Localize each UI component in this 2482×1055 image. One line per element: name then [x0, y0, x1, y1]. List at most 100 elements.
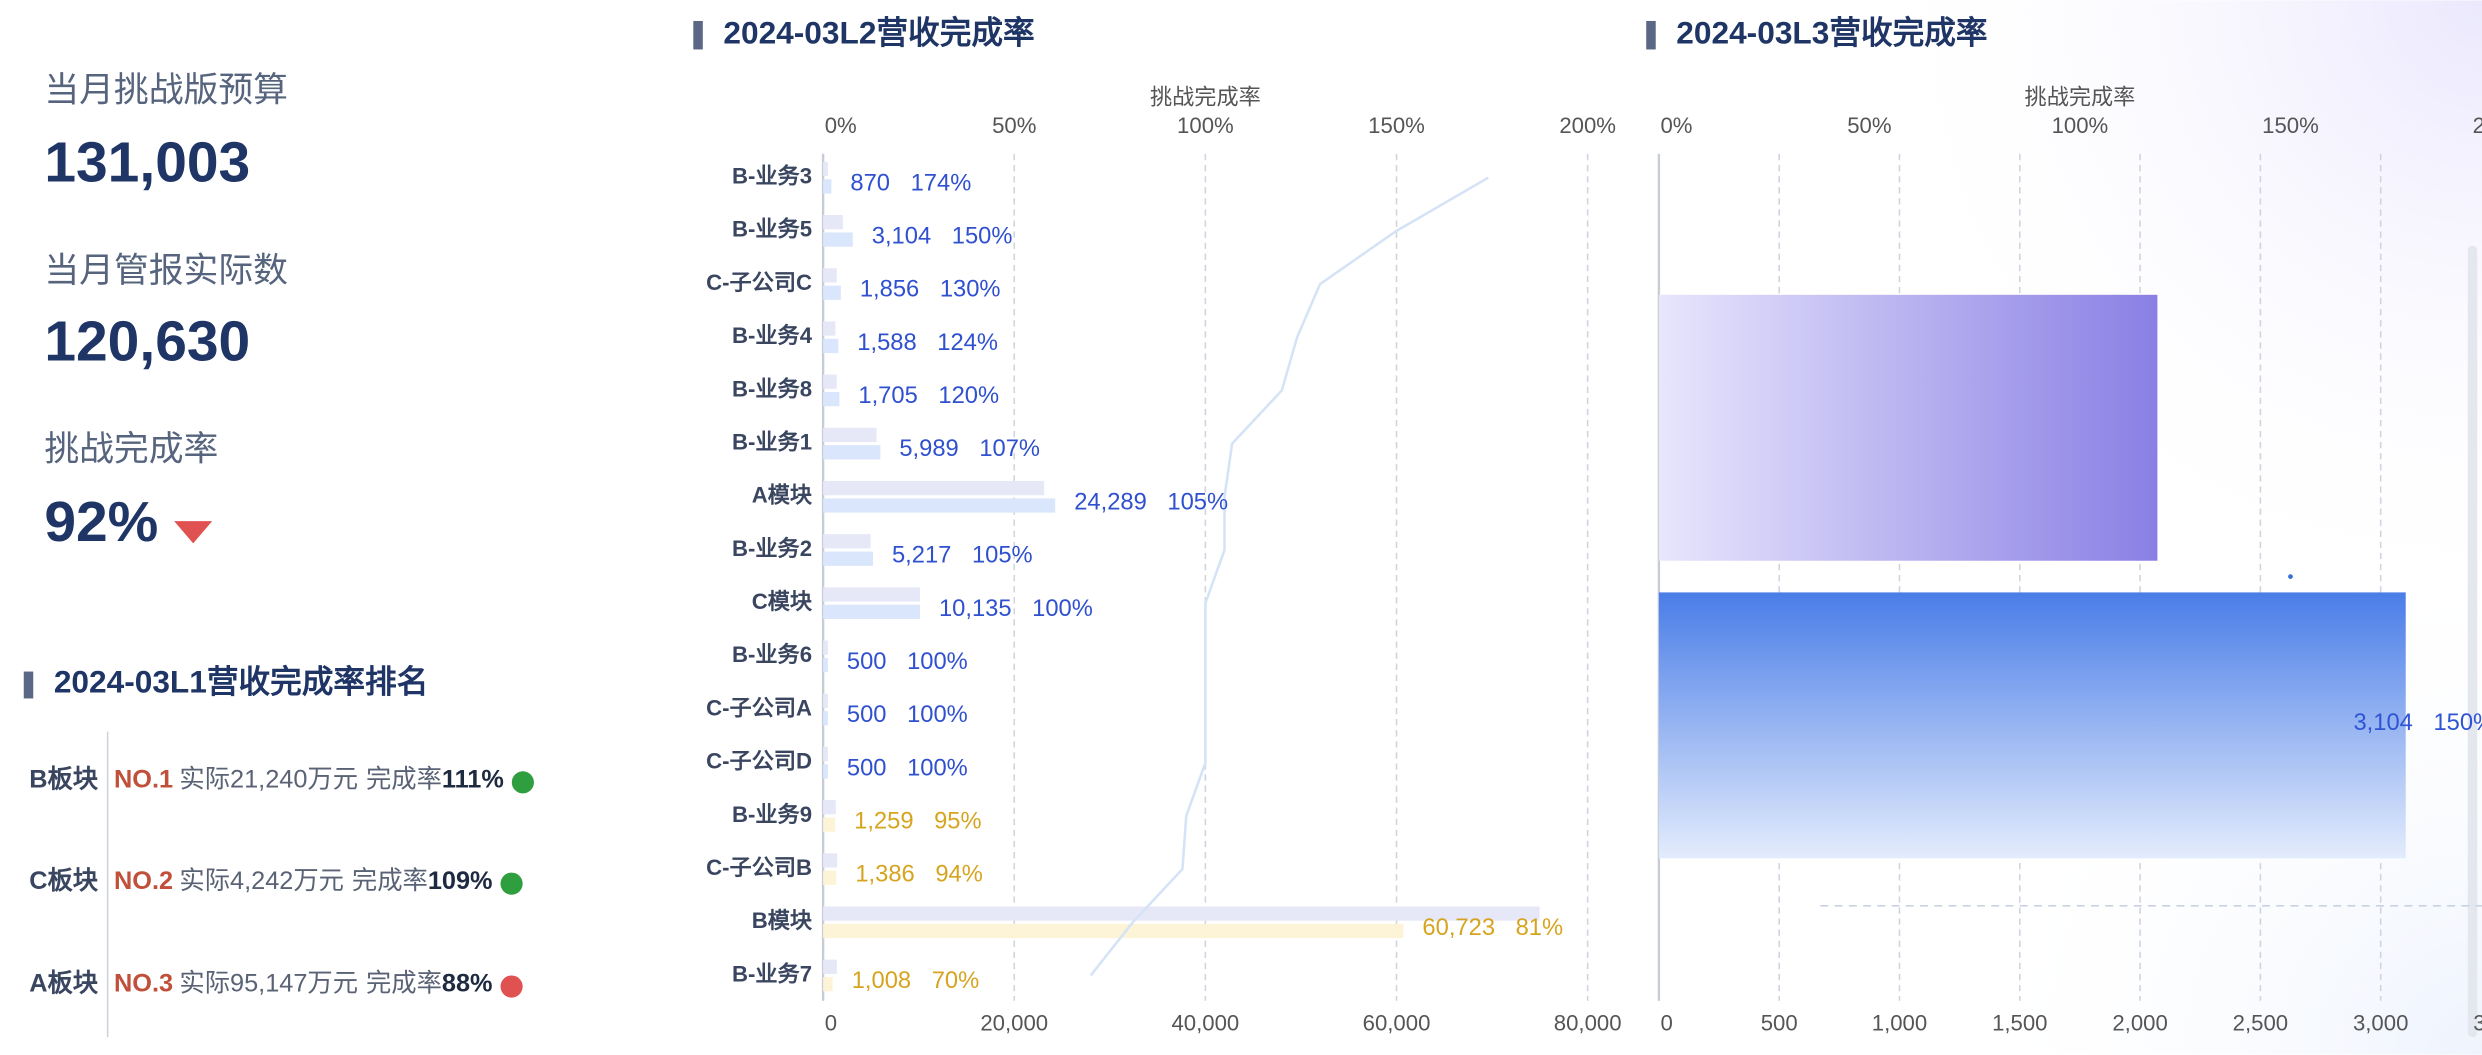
x2-axis-label: 挑战完成率 — [1150, 84, 1261, 109]
value-label: 1,386 — [855, 862, 914, 888]
rate-label: 100% — [907, 649, 968, 675]
row-rate-label: 完成率 — [352, 867, 428, 895]
bar — [823, 427, 877, 443]
value-label: 1,008 — [852, 968, 911, 994]
x2-axis-label: 挑战完成率 — [2025, 84, 2136, 109]
row-actual: 实际95,147万元 — [179, 970, 358, 998]
category-label: B-业务9 — [732, 802, 812, 827]
value-label: 1,705 — [858, 383, 917, 409]
rate-label: 100% — [907, 755, 968, 781]
row-name: C板块 — [29, 867, 99, 895]
row-name: B板块 — [29, 765, 99, 793]
rate-label: 100% — [1032, 596, 1093, 622]
value-label: 10,135 — [939, 596, 1012, 622]
rate-label: 150% — [952, 223, 1013, 249]
row-name: A板块 — [29, 970, 99, 998]
bar — [823, 338, 839, 354]
x2-tick-label: 50% — [992, 113, 1036, 138]
row-rate: 109% — [428, 867, 493, 895]
category-label: A模块 — [752, 483, 813, 508]
bar — [823, 321, 836, 336]
category-label: C-子公司C — [706, 270, 812, 295]
category-label: B-业务3 — [732, 164, 812, 189]
category-label: C-子公司D — [706, 749, 812, 774]
x-tick-label: 2,500 — [2233, 1010, 2288, 1035]
x2-tick-label: 100% — [1177, 113, 1234, 138]
chart-title: 2024-03L3营收完成率 — [1676, 15, 1987, 51]
rate-label: 107% — [979, 436, 1040, 462]
status-dot — [511, 771, 534, 794]
x-tick-label: 0 — [1660, 1010, 1672, 1035]
bar — [823, 445, 881, 460]
row-rate-label: 完成率 — [366, 765, 442, 793]
bar — [823, 746, 828, 762]
category-label: B-业务5 — [732, 217, 812, 242]
rate-line — [1089, 176, 1489, 977]
bar — [823, 498, 1056, 513]
kpi-value: 131,003 — [44, 131, 250, 195]
bar — [823, 906, 1540, 921]
status-dot — [500, 872, 523, 895]
rate-label: 81% — [1516, 915, 1564, 941]
title-marker — [1646, 20, 1656, 50]
rate-label: 100% — [907, 702, 968, 728]
rate-label: 120% — [938, 383, 999, 409]
category-label: B模块 — [752, 908, 813, 933]
x-tick-label: 40,000 — [1171, 1010, 1239, 1035]
x2-tick-label: 150% — [2262, 113, 2319, 138]
x-tick-label: 3,000 — [2353, 1010, 2408, 1035]
value-label: 1,259 — [854, 809, 913, 835]
value-label: 500 — [847, 755, 887, 781]
value-label: 60,723 — [1422, 915, 1495, 941]
category-label: B-业务4 — [732, 323, 813, 348]
x-tick-label: 0 — [825, 1010, 837, 1035]
title-marker — [23, 671, 34, 699]
rate-label: 105% — [1167, 489, 1228, 515]
bar — [823, 693, 828, 708]
x2-tick-label: 50% — [1847, 113, 1891, 138]
title-marker — [693, 20, 703, 50]
bar — [823, 587, 920, 602]
status-dot — [500, 975, 523, 998]
bar — [823, 640, 828, 655]
rate-label: 130% — [940, 277, 1001, 303]
x-tick-label: 1,500 — [1992, 1010, 2047, 1035]
rate-point — [2288, 574, 2293, 579]
bar — [823, 161, 828, 177]
bar — [823, 764, 828, 779]
value-label: 870 — [850, 170, 890, 196]
rate-label: 105% — [972, 543, 1033, 569]
x2-tick-label: 100% — [2052, 113, 2109, 138]
value-label: 1,588 — [857, 330, 916, 356]
x2-tick-label: 0% — [825, 113, 857, 138]
bar — [823, 480, 1045, 496]
value-label: 24,289 — [1074, 489, 1147, 515]
bar — [823, 657, 828, 673]
category-label: C模块 — [752, 589, 813, 614]
value-label: 5,217 — [892, 543, 951, 569]
bar — [823, 268, 837, 283]
bar — [1658, 592, 2406, 859]
value-label: 500 — [847, 649, 887, 675]
bar — [1658, 294, 2158, 561]
category-label: B-业务8 — [732, 376, 812, 401]
x2-tick-label: 200% — [1559, 113, 1616, 138]
bar — [823, 711, 828, 726]
x-tick-label: 80,000 — [1554, 1010, 1622, 1035]
rate-label: 174% — [911, 170, 972, 196]
rate-label: 124% — [937, 330, 998, 356]
row-actual: 实际4,242万元 — [179, 867, 344, 895]
scrollbar[interactable] — [2467, 245, 2478, 1038]
bar — [823, 551, 873, 566]
bar — [823, 817, 836, 832]
category-label: C-子公司A — [706, 695, 812, 720]
bar — [823, 534, 871, 549]
row-rate-label: 完成率 — [366, 970, 442, 998]
value-label: 500 — [847, 702, 887, 728]
category-label: B-业务7 — [732, 961, 812, 986]
row-actual: 实际21,240万元 — [179, 765, 358, 793]
x-tick-label: 500 — [1761, 1010, 1798, 1035]
trend-indicator — [174, 521, 213, 544]
category-label: B-业务1 — [732, 429, 812, 454]
